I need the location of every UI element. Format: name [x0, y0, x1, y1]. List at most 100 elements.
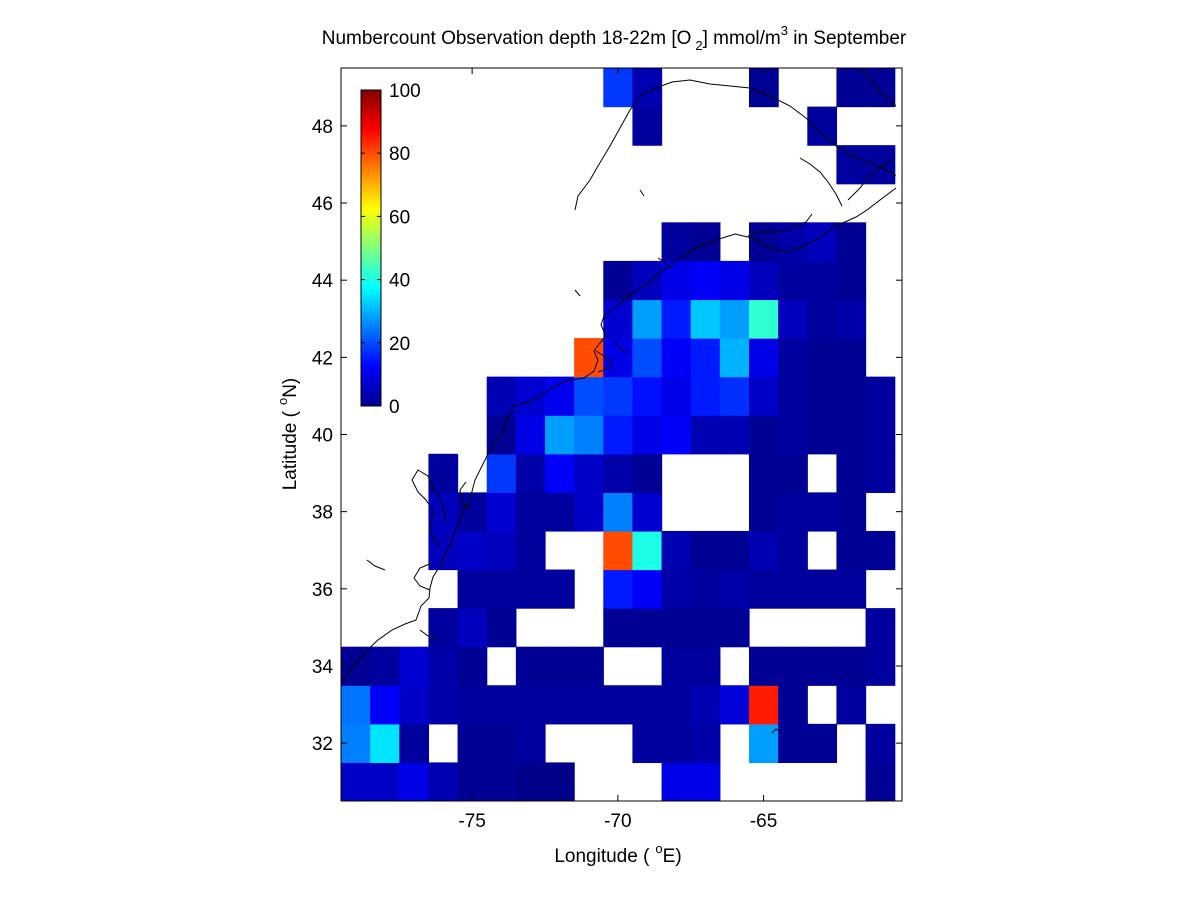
heatmap-cell [632, 415, 663, 455]
heatmap-cell [545, 376, 575, 416]
heatmap-cell [690, 530, 721, 571]
heatmap-cell [632, 260, 663, 301]
heatmap-cell [661, 415, 692, 455]
heatmap-cell [690, 415, 721, 455]
heatmap-cell [749, 68, 779, 108]
heatmap-cell [749, 338, 779, 378]
heatmap-cell [399, 723, 430, 764]
heatmap-cell [428, 762, 459, 801]
heatmap-cell [661, 222, 692, 262]
x-tick-label: -65 [750, 811, 777, 832]
heatmap-cell [778, 723, 808, 764]
heatmap-cell [661, 723, 692, 764]
heatmap-cell [632, 492, 663, 532]
heatmap-cell [632, 530, 663, 571]
heatmap-cell [515, 762, 546, 801]
heatmap-cell [690, 222, 721, 262]
heatmap-cell [749, 415, 779, 455]
heatmap-cell [515, 415, 546, 455]
heatmap-cell [632, 685, 663, 725]
heatmap-cell [486, 530, 517, 571]
heatmap-cell [749, 453, 779, 493]
y-tick-label: 36 [312, 580, 333, 601]
heatmap-cell [836, 376, 867, 416]
x-tick-label: -70 [604, 811, 631, 832]
heatmap-cell [749, 376, 779, 416]
heatmap-cell [661, 299, 692, 339]
heatmap-cell [545, 492, 575, 532]
heatmap-cell [486, 453, 517, 493]
heatmap-cell [865, 530, 896, 571]
heatmap-cell [341, 685, 371, 725]
heatmap-cell [457, 530, 488, 571]
heatmap-cell [690, 338, 721, 378]
heatmap-cell [836, 646, 867, 686]
heatmap-cell [836, 260, 867, 301]
heatmap-cell [865, 145, 896, 185]
heatmap-cell [719, 260, 750, 301]
heatmap-cell [807, 376, 838, 416]
heatmap-cell [545, 762, 575, 801]
heatmap-cell [778, 569, 808, 609]
heatmap-cell [778, 376, 808, 416]
heatmap-cell [574, 492, 604, 532]
heatmap-cell [545, 415, 575, 455]
heatmap-cell [603, 530, 634, 571]
heatmap-cell [807, 338, 838, 378]
colorbar-gradient [360, 89, 382, 407]
heatmap-cell [457, 762, 488, 801]
heatmap-cell [515, 646, 546, 686]
heatmap-cell [632, 106, 663, 146]
heatmap-cell [778, 260, 808, 301]
heatmap-cell [428, 646, 459, 686]
heatmap-cell [603, 685, 634, 725]
heatmap-cell [807, 415, 838, 455]
heatmap-cell [719, 608, 750, 648]
heatmap-cell [632, 608, 663, 648]
x-axis-label: Longitude (oE) [554, 841, 681, 867]
heatmap-cell [778, 415, 808, 455]
heatmap-cell [603, 569, 634, 609]
colorbar-tick-label: 20 [389, 334, 410, 355]
heatmap-cell [807, 492, 838, 532]
heatmap-cell [632, 569, 663, 609]
heatmap-cell [749, 569, 779, 609]
heatmap-cell [778, 222, 808, 262]
heatmap-cell [399, 762, 430, 801]
heatmap-cell [836, 338, 867, 378]
heatmap-cell [749, 222, 779, 262]
heatmap-cell [661, 338, 692, 378]
heatmap-cell [632, 376, 663, 416]
heatmap-cell [690, 723, 721, 764]
heatmap-cell [428, 453, 459, 493]
heatmap-cell [836, 453, 867, 493]
heatmap-cell [661, 646, 692, 686]
heatmap-cell [690, 299, 721, 339]
heatmap-cell [690, 608, 721, 648]
y-tick-label: 44 [312, 271, 334, 292]
heatmap-cell [632, 299, 663, 339]
heatmap-cell [370, 646, 400, 686]
heatmap-cell [836, 415, 867, 455]
heatmap-cell [719, 685, 750, 725]
colorbar-tick-label: 0 [389, 397, 400, 418]
heatmap-cell [603, 68, 634, 108]
heatmap-cell [603, 376, 634, 416]
heatmap-cell [690, 646, 721, 686]
heatmap-cell [661, 569, 692, 609]
heatmap-cell [836, 530, 867, 571]
heatmap-cell [515, 530, 546, 571]
heatmap-cell [603, 260, 634, 301]
heatmap-cell [486, 685, 517, 725]
heatmap-cells [341, 68, 896, 801]
heatmap-cell [428, 685, 459, 725]
heatmap-cell [719, 299, 750, 339]
heatmap-cell [515, 685, 546, 725]
heatmap-cell [778, 492, 808, 532]
heatmap-cell [836, 145, 867, 185]
heatmap-cell [749, 685, 779, 725]
heatmap-cell [545, 453, 575, 493]
heatmap-cell [486, 608, 517, 648]
x-axis: -75 -70 -65 [458, 68, 777, 832]
heatmap-cell [457, 569, 488, 609]
